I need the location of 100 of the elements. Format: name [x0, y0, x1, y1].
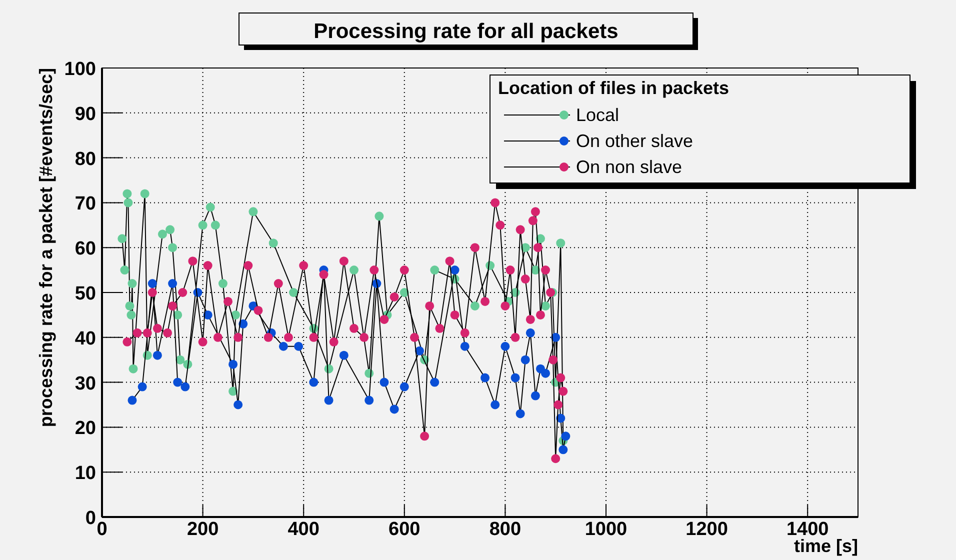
- point: [218, 279, 228, 288]
- point: [180, 382, 190, 392]
- point: [530, 207, 540, 216]
- point: [430, 266, 440, 275]
- point: [435, 324, 444, 333]
- point: [299, 261, 308, 270]
- point: [541, 368, 550, 378]
- point: [510, 332, 520, 342]
- point: [148, 288, 157, 297]
- point: [533, 243, 542, 252]
- y-tick-label: 50: [74, 284, 96, 304]
- point: [128, 396, 137, 405]
- point: [370, 266, 379, 275]
- point: [124, 198, 133, 208]
- point: [224, 296, 232, 306]
- point: [178, 288, 188, 297]
- point: [445, 256, 454, 266]
- x-tick-label: 1200: [686, 519, 728, 540]
- point: [264, 332, 273, 342]
- point: [374, 212, 384, 221]
- point: [490, 400, 500, 410]
- point: [158, 230, 167, 239]
- point: [126, 310, 136, 320]
- point: [339, 256, 348, 266]
- point: [289, 288, 298, 297]
- point: [556, 238, 566, 248]
- point: [163, 328, 172, 338]
- legend-label: On other slave: [576, 131, 694, 151]
- point: [520, 355, 530, 364]
- point: [198, 337, 208, 346]
- point: [284, 332, 293, 342]
- point: [339, 350, 348, 360]
- point: [128, 279, 137, 288]
- legend-entry: On non slave: [504, 157, 682, 177]
- point: [500, 301, 510, 310]
- point: [128, 364, 138, 374]
- y-tick-label: 20: [74, 418, 96, 440]
- point: [319, 270, 328, 280]
- legend-label: On non slave: [576, 157, 682, 177]
- point: [496, 220, 505, 230]
- y-axis-title: processing rate for a packet [#events/sec]: [36, 68, 56, 428]
- point: [234, 332, 243, 342]
- point: [561, 432, 570, 441]
- point: [188, 256, 198, 266]
- point: [500, 342, 510, 351]
- point: [470, 243, 480, 252]
- y-tick-label: 70: [74, 194, 96, 215]
- point: [551, 454, 560, 464]
- point: [450, 310, 460, 320]
- point: [294, 342, 304, 351]
- y-tick-label: 90: [74, 104, 96, 125]
- point: [231, 310, 240, 320]
- point: [526, 314, 535, 324]
- point: [324, 396, 334, 405]
- point: [122, 189, 132, 198]
- y-tick-label: 100: [64, 59, 96, 80]
- point: [309, 378, 318, 387]
- point: [210, 220, 220, 230]
- point: [554, 400, 563, 410]
- point: [516, 225, 525, 234]
- point: [360, 332, 369, 342]
- point: [168, 301, 178, 310]
- point: [380, 378, 389, 387]
- point: [526, 328, 535, 338]
- point: [460, 342, 470, 351]
- point: [132, 328, 142, 338]
- point: [350, 324, 358, 333]
- point: [548, 355, 558, 364]
- point: [173, 310, 182, 320]
- point: [506, 266, 515, 275]
- point: [520, 274, 530, 284]
- point: [228, 360, 238, 369]
- point: [558, 445, 568, 454]
- point: [168, 279, 178, 288]
- point: [364, 396, 374, 405]
- x-tick-label: 200: [186, 519, 219, 540]
- point: [556, 373, 566, 382]
- point: [125, 301, 134, 310]
- point: [470, 301, 480, 310]
- point: [390, 404, 399, 414]
- point: [244, 261, 253, 270]
- point: [541, 301, 550, 310]
- y-tick-label: 60: [74, 238, 96, 260]
- point: [268, 238, 278, 248]
- point: [274, 279, 283, 288]
- x-tick-label: 400: [288, 519, 320, 540]
- point: [450, 266, 460, 275]
- point: [558, 386, 568, 396]
- point: [213, 332, 222, 342]
- point: [142, 328, 152, 338]
- point: [140, 189, 150, 198]
- legend-label: Local: [576, 105, 620, 125]
- point: [120, 266, 130, 275]
- point: [420, 432, 430, 441]
- point: [430, 378, 440, 387]
- x-tick-label: 600: [388, 519, 420, 540]
- point: [152, 350, 162, 360]
- legend-entry: On other slave: [504, 131, 694, 151]
- point: [528, 216, 538, 226]
- point: [278, 342, 288, 351]
